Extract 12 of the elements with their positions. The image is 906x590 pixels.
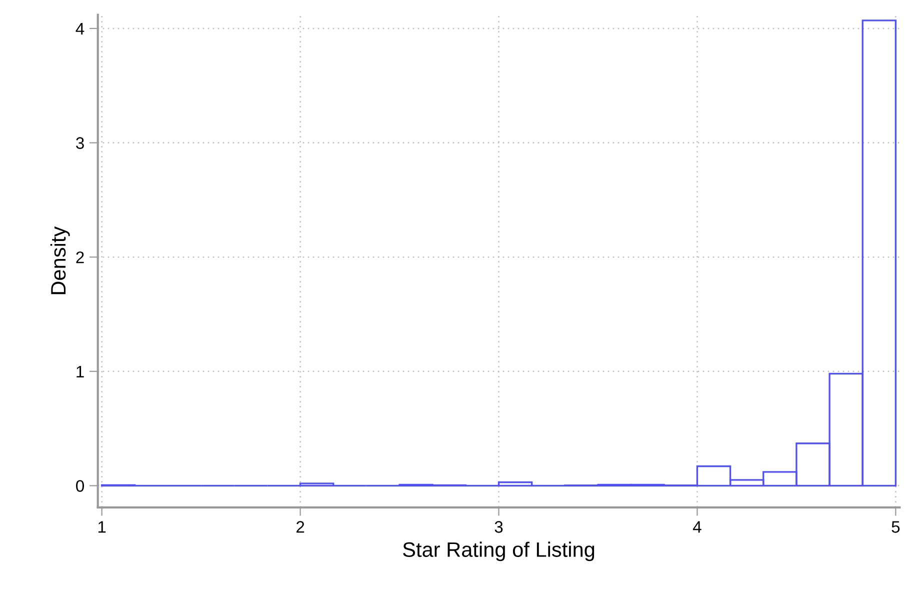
y-tick-label: 0 <box>76 480 84 492</box>
x-axis-title: Star Rating of Listing <box>403 542 594 562</box>
x-tick-label: 5 <box>892 521 900 533</box>
y-tick-label: 2 <box>76 251 84 264</box>
y-tick-label: 3 <box>76 137 84 149</box>
x-tick-label: 3 <box>494 521 503 533</box>
x-tick-label: 2 <box>296 521 304 533</box>
x-tick-label: 1 <box>98 521 106 533</box>
y-tick-label: 4 <box>76 23 84 35</box>
y-tick-label: 1 <box>76 366 84 378</box>
x-tick-label: 4 <box>692 521 702 533</box>
y-axis-title: Density <box>50 226 70 294</box>
